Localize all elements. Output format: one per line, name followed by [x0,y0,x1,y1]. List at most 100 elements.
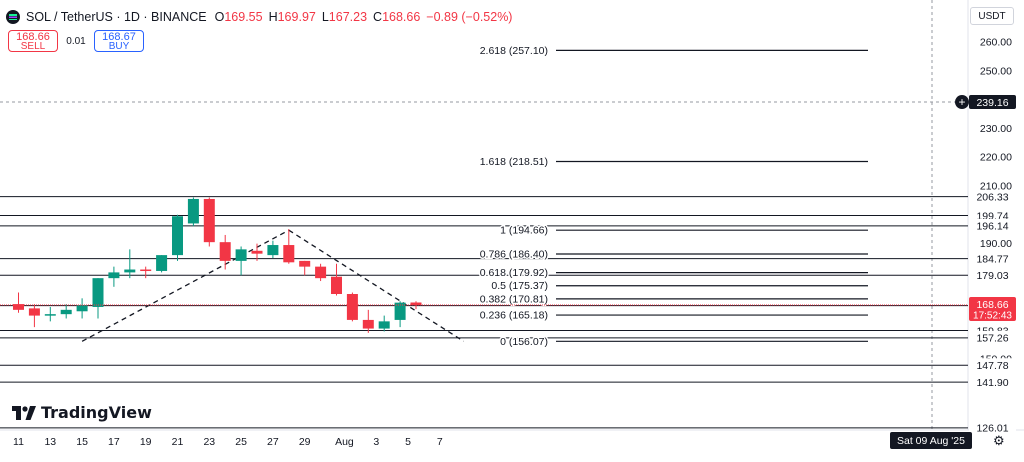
candle-body [394,302,406,320]
candle [378,315,390,332]
candle [13,292,24,313]
fib-level-label: 1.618 (218.51) [480,156,548,168]
candle-body [76,305,88,312]
x-tick-label: 5 [405,436,411,448]
sell-label: SELL [20,41,46,52]
fib-level-label: 0.5 (175.37) [491,280,548,292]
grid: + [0,0,1024,431]
level-price-tag-bg [969,420,1016,435]
symbol-title[interactable]: SOL / TetherUS · 1D · BINANCE [26,10,207,24]
candle [203,197,215,247]
candle [315,263,327,282]
candle-body [44,314,56,316]
symbol-header: SOL / TetherUS · 1D · BINANCE O169.55 H1… [6,6,512,28]
level-price-tag-bg [969,268,1016,283]
candle-body [124,269,136,273]
x-tick-label: 21 [172,436,184,448]
y-tick-label: 210.00 [980,181,1012,193]
candle-body [172,216,183,256]
horizontal-levels [0,196,968,429]
candle [219,234,231,270]
y-tick-label: 220.00 [980,152,1012,164]
candle [92,278,104,319]
high-label: H [268,10,278,24]
trendline [81,229,290,342]
buy-label: BUY [108,41,130,52]
level-price-tag: 196.14 [976,221,1008,233]
solana-icon [6,10,20,24]
level-price-tag-bg [969,251,1016,266]
tradingview-logo-icon [12,405,36,420]
fib-level-label: 1 (194.66) [500,225,548,237]
fibonacci-levels: 2.618 (257.10) 1.618 (218.51) 1 (194.66) 0.… [478,43,868,349]
currency-selector[interactable]: USDT [970,7,1014,25]
candle-body [13,304,24,310]
candle-body [315,266,327,279]
level-price-tag: 184.77 [976,253,1008,265]
sell-price: 168.66 [16,31,50,43]
x-tick-label: 25 [235,436,247,448]
y-tick-label: 260.00 [980,37,1012,49]
candle [331,263,342,296]
last-price-tag: 168.66 [976,299,1008,311]
candle-body [378,321,390,329]
level-price-tag: 179.03 [976,270,1008,282]
low-value: 167.23 [328,10,368,24]
fib-level-label: 0.236 (165.18) [480,310,548,322]
candle-body [235,249,247,261]
level-price-tag-bg [969,330,1016,345]
candle [44,306,56,322]
fib-level-label: 2.618 (257.10) [480,45,548,57]
candle-body [362,319,374,329]
open-label: O [214,10,225,24]
crosshair-price-tag: 239.16 [976,97,1008,109]
candle-body [283,245,295,263]
candle [76,298,88,319]
buy-price: 168.67 [102,31,136,43]
level-price-tag: 141.90 [976,377,1008,389]
candle [235,246,247,276]
candles [13,197,422,333]
price-tags: 206.33199.74196.14184.77179.03168.48159.… [0,95,1016,449]
add-alert-plus: + [958,95,965,109]
crosshair-price-bg [969,95,1016,110]
level-price-tag-bg [969,358,1016,373]
candle-body [108,272,120,279]
ohlc-values: O169.55 H169.97 L167.23 C168.66 −0.89 (−… [215,10,513,24]
y-tick-label: 190.00 [980,238,1012,250]
candle-body [331,276,342,294]
x-tick-label: 11 [13,436,24,448]
y-tick-label: 250.00 [980,65,1012,77]
level-price-tag: 126.01 [976,423,1008,435]
crosshair-date-tag: Sat 09 Aug '25 [897,435,965,447]
buy-button[interactable]: 168.67 BUY [94,30,144,52]
candle-body [346,294,358,320]
candle [283,229,295,264]
candle-body [140,269,152,272]
x-tick-label: 29 [299,436,311,448]
crosshair-date-bg [890,432,972,449]
level-price-tag: 147.78 [976,360,1008,372]
candle-body [28,308,40,316]
x-tick-label: 17 [108,436,120,448]
spread-value: 0.01 [66,35,86,47]
trade-panel: 168.66 SELL 0.01 168.67 BUY [8,30,144,52]
sell-button[interactable]: 168.66 SELL [8,30,58,52]
candle [28,304,40,328]
x-tick-label: 27 [267,436,279,448]
candle [362,309,374,333]
last-price-bg [969,297,1016,322]
candle-body [410,302,422,306]
tradingview-logo[interactable]: TradingView [12,403,152,422]
candle-body [219,242,231,261]
candle [299,260,311,276]
open-value: 169.55 [224,10,263,24]
close-label: C [373,10,383,24]
candle [156,255,168,273]
level-price-tag-bg [969,189,1016,204]
trendline [288,229,465,342]
fib-level-label: 0.618 (179.92) [480,267,548,279]
gear-icon[interactable]: ⚙ [993,433,1005,448]
